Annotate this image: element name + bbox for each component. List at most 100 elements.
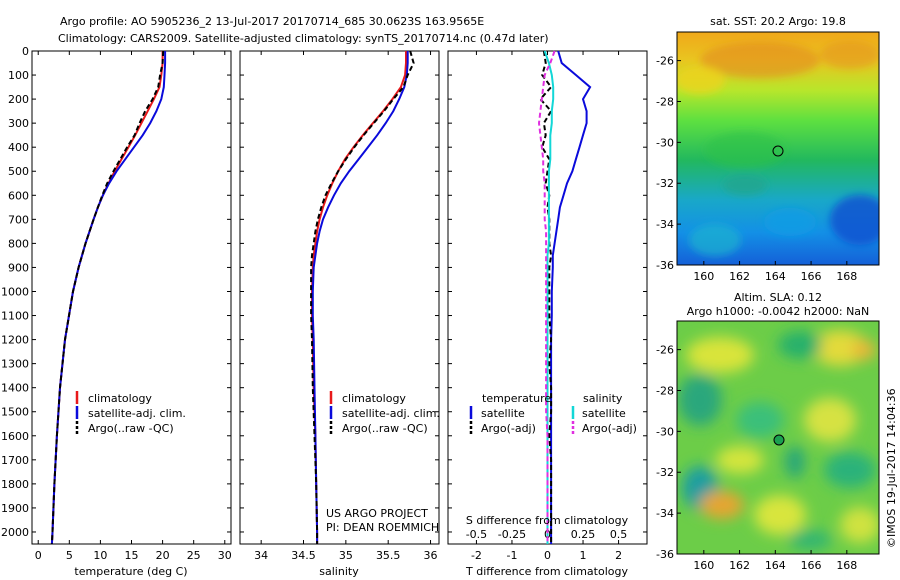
legend-s-satellite-label: satellite xyxy=(582,407,626,420)
map-x-tick-label: 162 xyxy=(729,559,750,572)
sla-high-patch xyxy=(700,491,744,519)
x-tick-label: 2 xyxy=(615,549,622,562)
map-y-tick-label: -26 xyxy=(656,344,674,357)
x-tick-label: 0 xyxy=(35,549,42,562)
top-x-tick-label: -0.25 xyxy=(498,528,526,541)
x-tick-label: -1 xyxy=(506,549,517,562)
y-tick-label: 1200 xyxy=(1,334,29,347)
sla-high-patch xyxy=(686,337,754,373)
salinity-x-label: salinity xyxy=(319,565,359,578)
map-x-tick-label: 168 xyxy=(836,270,857,283)
map-y-tick-label: -34 xyxy=(656,218,674,231)
sla-low-patch xyxy=(778,331,822,359)
difference-top-x-label: S difference from climatology xyxy=(466,514,629,527)
y-tick-label: 1300 xyxy=(1,358,29,371)
sla-map-title-line1: Altim. SLA: 0.12 xyxy=(734,291,822,304)
y-tick-label: 800 xyxy=(8,237,29,250)
sst-argo-float-marker xyxy=(772,145,784,157)
legend-argo-label: Argo(..raw -QC) xyxy=(342,422,428,435)
x-tick-label: 15 xyxy=(125,549,139,562)
x-tick-label: 1 xyxy=(580,549,587,562)
map-x-tick-label: 166 xyxy=(801,559,822,572)
sla-map xyxy=(677,321,879,554)
y-tick-label: 1700 xyxy=(1,454,29,467)
salinity-plot-frame xyxy=(239,50,440,545)
series-line-salinity-argo-adj- xyxy=(537,50,556,544)
x-tick-label: 35.5 xyxy=(376,549,401,562)
sla-argo-float-marker xyxy=(773,434,785,446)
legend-t-argo-label: Argo(-adj) xyxy=(481,422,536,435)
y-tick-label: 1800 xyxy=(1,478,29,491)
sla-map-title-line2: Argo h1000: -0.0042 h2000: NaN xyxy=(687,305,870,318)
series-line-climatology xyxy=(50,51,164,545)
map-x-tick-label: 164 xyxy=(765,270,786,283)
temperature-legend: climatology satellite-adj. clim. Argo(..… xyxy=(75,391,186,435)
map-x-tick-label: 160 xyxy=(693,270,714,283)
x-tick-label: 20 xyxy=(156,549,170,562)
sst-cool-patch xyxy=(689,224,741,256)
legend-climatology-label: climatology xyxy=(88,392,152,405)
y-tick-label: 2000 xyxy=(1,526,29,539)
sla-high-patch xyxy=(754,495,806,535)
legend-satellite-label: satellite-adj. clim. xyxy=(342,407,440,420)
legend-climatology-label: climatology xyxy=(342,392,406,405)
legend-satellite-label: satellite-adj. clim. xyxy=(88,407,186,420)
y-tick-label: 300 xyxy=(8,117,29,130)
temperature-plot: 0100200300400500600700800900100011001200… xyxy=(1,45,232,562)
figure-title-line2: Climatology: CARS2009. Satellite-adjuste… xyxy=(58,32,549,45)
x-tick-label: 10 xyxy=(93,549,107,562)
map-x-tick-label: 168 xyxy=(836,559,857,572)
sla-high-patch xyxy=(812,330,868,366)
y-tick-label: 500 xyxy=(8,165,29,178)
difference-x-label: T difference from climatology xyxy=(465,565,628,578)
map-x-tick-label: 164 xyxy=(765,559,786,572)
imos-credit: ©IMOS 19-Jul-2017 14:04:36 xyxy=(885,388,898,548)
sla-low-patch xyxy=(736,402,784,438)
sla-high-patch xyxy=(840,507,879,543)
x-tick-label: -2 xyxy=(471,549,482,562)
difference-legend: temperature salinity satellite Argo(-adj… xyxy=(469,392,637,435)
map-y-tick-label: -30 xyxy=(656,136,674,149)
map-x-tick-label: 166 xyxy=(801,270,822,283)
series-line-satellite-adj-clim- xyxy=(311,51,409,544)
map-y-tick-label: -34 xyxy=(656,507,674,520)
series-line-climatology xyxy=(311,51,407,544)
x-tick-label: 34 xyxy=(254,549,268,562)
sst-map xyxy=(677,32,879,265)
y-tick-label: 400 xyxy=(8,141,29,154)
map-y-tick-label: -36 xyxy=(656,259,674,272)
difference-plot: -2 -1 0 1 2-0.5 -0.25 0 0.25 0.5 xyxy=(448,50,647,562)
figure-title-line1: Argo profile: AO 5905236_2 13-Jul-2017 2… xyxy=(60,15,484,28)
sst-cool-patch xyxy=(764,208,816,236)
sst-map-patches xyxy=(677,41,879,256)
series-line-argo-raw-qc- xyxy=(50,50,165,545)
project-annotation: US ARGO PROJECT xyxy=(326,507,428,520)
y-tick-label: 1900 xyxy=(1,502,29,515)
sla-map-axes: 160 162 164 166 168 -26 -28 -30 -32 -34 -36 xyxy=(656,344,857,572)
sst-warm-patch xyxy=(820,41,879,69)
y-tick-label: 200 xyxy=(8,93,29,106)
y-tick-label: 100 xyxy=(8,69,29,82)
x-tick-label: 30 xyxy=(218,549,232,562)
x-tick-label: 36 xyxy=(424,549,438,562)
salinity-legend: climatology satellite-adj. clim. Argo(..… xyxy=(329,391,440,435)
legend-salinity-header: salinity xyxy=(583,392,623,405)
series-line-satellite-adj-clim- xyxy=(50,51,167,545)
top-x-tick-label: -0.5 xyxy=(466,528,487,541)
y-tick-label: 900 xyxy=(8,261,29,274)
sst-green-patch xyxy=(705,132,785,168)
y-tick-label: 1000 xyxy=(1,285,29,298)
sla-high-patch xyxy=(716,446,764,474)
sst-map-frame xyxy=(676,31,880,266)
sla-low-patch xyxy=(678,374,722,426)
sla-map-frame xyxy=(676,320,880,555)
sla-low-patch xyxy=(824,452,876,488)
legend-temperature-header: temperature xyxy=(482,392,551,405)
sst-cool-patch xyxy=(830,195,879,245)
map-y-tick-label: -36 xyxy=(656,548,674,561)
sla-low-patch xyxy=(788,530,832,550)
x-tick-label: 34.5 xyxy=(291,549,316,562)
x-tick-label: 5 xyxy=(66,549,73,562)
sst-warm-patch xyxy=(700,42,820,78)
legend-argo-label: Argo(..raw -QC) xyxy=(88,422,174,435)
